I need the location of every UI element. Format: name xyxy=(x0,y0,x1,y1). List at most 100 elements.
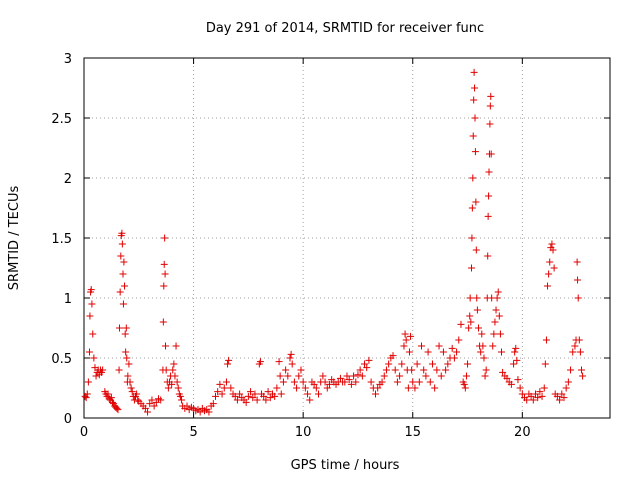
data-point xyxy=(556,396,564,404)
data-point xyxy=(569,348,577,356)
data-point xyxy=(127,384,135,392)
grid-lines xyxy=(84,58,610,418)
data-point xyxy=(134,396,142,404)
data-point xyxy=(461,384,469,392)
data-point xyxy=(433,366,441,374)
data-point xyxy=(306,396,314,404)
data-point xyxy=(290,378,298,386)
data-point xyxy=(116,324,124,332)
data-point xyxy=(295,372,303,380)
data-point xyxy=(104,390,112,398)
data-point xyxy=(293,384,301,392)
data-point xyxy=(510,360,518,368)
data-point xyxy=(361,360,369,368)
data-point xyxy=(472,246,480,254)
data-point xyxy=(435,342,443,350)
data-point xyxy=(480,354,488,362)
data-point xyxy=(471,148,479,156)
data-point xyxy=(453,348,461,356)
data-point xyxy=(133,390,141,398)
data-point xyxy=(513,356,521,364)
data-point xyxy=(227,384,235,392)
y-tick-label: 0 xyxy=(64,412,72,427)
data-point xyxy=(492,306,500,314)
data-point xyxy=(426,378,434,386)
data-point xyxy=(470,68,478,76)
data-point xyxy=(157,396,165,404)
data-point xyxy=(564,378,572,386)
data-point xyxy=(354,371,362,379)
data-point xyxy=(242,398,250,406)
y-tick-label: 2.5 xyxy=(51,112,72,127)
data-point xyxy=(469,132,477,140)
data-point xyxy=(233,396,241,404)
data-point xyxy=(271,392,279,400)
data-point xyxy=(516,384,524,392)
data-point xyxy=(560,394,568,402)
data-point xyxy=(304,390,312,398)
data-point xyxy=(499,368,507,376)
data-point xyxy=(573,258,581,266)
data-point xyxy=(209,400,217,408)
data-point xyxy=(89,330,97,338)
data-point xyxy=(107,394,115,402)
data-point xyxy=(218,390,226,398)
data-point xyxy=(321,378,329,386)
x-tick-label: 0 xyxy=(80,425,88,440)
data-point xyxy=(86,312,94,320)
data-point xyxy=(286,354,294,362)
data-point xyxy=(126,378,134,386)
data-point xyxy=(88,300,96,308)
data-point xyxy=(277,390,285,398)
data-point xyxy=(117,252,125,260)
data-point xyxy=(378,378,386,386)
data-point xyxy=(347,380,355,388)
data-point xyxy=(275,358,283,366)
data-point xyxy=(460,380,468,388)
data-point xyxy=(124,372,132,380)
data-point xyxy=(473,306,481,314)
data-point xyxy=(575,336,583,344)
data-point xyxy=(172,342,180,350)
data-point xyxy=(428,360,436,368)
data-point xyxy=(301,384,309,392)
data-point xyxy=(128,388,136,396)
data-point xyxy=(168,380,176,388)
data-point xyxy=(325,380,333,388)
data-point xyxy=(402,336,410,344)
data-point xyxy=(352,378,360,386)
data-point xyxy=(490,330,498,338)
data-point xyxy=(538,392,546,400)
data-point xyxy=(578,366,586,374)
data-point xyxy=(398,360,406,368)
data-point xyxy=(374,384,382,392)
data-point xyxy=(489,342,497,350)
data-point xyxy=(160,260,168,268)
data-point xyxy=(173,378,181,386)
data-point xyxy=(343,372,351,380)
data-point xyxy=(442,366,450,374)
data-point xyxy=(469,174,477,182)
data-point xyxy=(562,384,570,392)
data-point xyxy=(315,390,323,398)
data-point xyxy=(479,342,487,350)
data-point xyxy=(125,360,133,368)
data-point xyxy=(485,168,493,176)
data-point xyxy=(82,394,90,402)
data-point xyxy=(212,392,219,400)
data-point xyxy=(174,384,182,392)
data-point xyxy=(467,264,475,272)
data-point xyxy=(420,366,428,374)
data-point xyxy=(468,234,476,242)
data-point xyxy=(487,92,495,100)
data-point xyxy=(152,398,160,406)
data-point xyxy=(183,402,191,410)
data-point xyxy=(574,294,582,302)
data-point xyxy=(260,392,268,400)
data-point xyxy=(444,360,452,368)
y-tick-label: 1 xyxy=(64,292,72,307)
data-point xyxy=(122,348,130,356)
data-points xyxy=(81,68,587,416)
data-point xyxy=(363,364,371,372)
data-point xyxy=(148,396,156,404)
